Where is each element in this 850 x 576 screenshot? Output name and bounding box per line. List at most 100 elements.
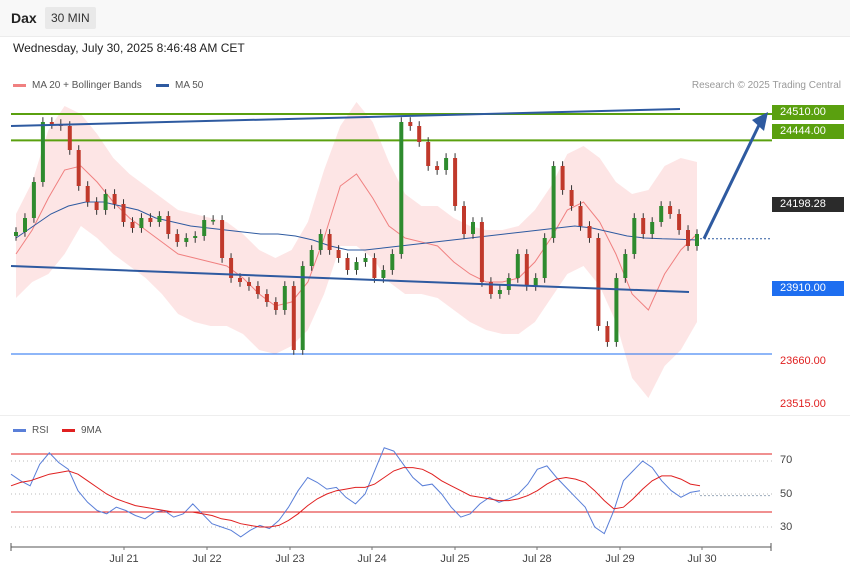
candle-body [193,236,198,238]
candle-body [148,218,153,222]
level-r1-label: 24444.00 [772,124,844,139]
legend-rsi: RSI [13,425,49,436]
candle-body [551,166,556,238]
candle-body [103,194,108,210]
candle-body [497,290,502,294]
candle-body [677,214,682,230]
upper-trendline [10,108,681,127]
level-r2-label: 24510.00 [772,105,844,120]
candle-body [121,204,126,222]
candle-body [157,216,162,222]
candle-body [318,234,323,250]
lower-trendline [10,265,690,293]
candle-body [175,234,180,242]
legend-rsi-ma: 9MA [62,425,102,436]
ma20-line [15,165,698,311]
timestamp: Wednesday, July 30, 2025 8:46:48 AM CET [13,41,245,55]
level-s2-label: 23515.00 [780,398,826,410]
ma50-line [15,201,698,251]
candle-body [166,216,171,234]
top-bar: Dax 30 MIN [0,0,850,37]
candle-body [247,282,251,286]
candle-body [605,326,610,342]
rsi-ma-legend-label: 9MA [81,425,102,436]
candle-body [282,286,287,310]
candle-body [560,166,565,190]
rsi-tick-30: 30 [780,521,793,533]
last-price-label: 24198.28 [772,197,844,212]
candle-body [229,258,234,278]
candle-body [632,218,637,254]
rsi-swatch [13,429,26,432]
candle-body [417,126,422,142]
rsi-line [10,447,701,538]
candle-body [238,278,242,282]
candle-body [300,266,305,350]
rsi-ma-swatch [62,429,75,432]
candle-body [291,286,296,350]
candle-body [426,142,431,166]
x-tick-label: Jul 23 [275,553,305,565]
candle-body [399,122,404,254]
bb-swatch [13,84,26,87]
x-tick-label: Jul 24 [357,553,387,565]
candle-body [488,282,493,294]
candle-body [94,202,99,210]
legend-ma50: MA 50 [156,80,203,91]
candle-body [363,258,368,262]
instrument-name: Dax [11,10,37,26]
rsi-tick-50: 50 [780,488,793,500]
candle-body [533,278,538,286]
candle-body [542,238,547,278]
candle-body [372,258,377,278]
candle-body [578,206,583,226]
candle-body [668,206,673,214]
candle-body [695,234,699,246]
candle-body [49,122,54,124]
candle-body [23,218,27,232]
timeframe-badge[interactable]: 30 MIN [45,7,96,29]
candle-body [524,254,529,286]
candle-body [354,262,359,270]
x-tick-label: Jul 29 [605,553,635,565]
candle-body [112,194,117,204]
candle-body [14,232,18,236]
x-tick-label: Jul 30 [687,553,717,565]
candle-body [444,158,449,170]
credit: Research © 2025 Trading Central [691,80,841,91]
x-tick-label: Jul 25 [440,553,470,565]
legend-bollinger: MA 20 + Bollinger Bands [13,80,142,91]
candle-body [220,220,225,258]
bb-legend-label: MA 20 + Bollinger Bands [32,80,142,91]
candle-body [76,150,81,186]
candle-body [479,222,484,282]
candle-body [435,166,440,170]
ma50-swatch [156,84,169,87]
candle-body [390,254,395,270]
candle-body [471,222,475,234]
level-pivot-label: 23910.00 [772,281,844,296]
projection-arrowhead [752,112,768,131]
bollinger-band-fill [16,102,697,398]
x-tick-label: Jul 22 [192,553,222,565]
candle-body [202,220,207,236]
rsi-legend-label: RSI [32,425,49,436]
candle-body [515,254,520,278]
candle-body [381,270,386,278]
candle-body [596,238,601,326]
candle-body [641,218,646,234]
candle-body [408,122,413,126]
candle-body [139,218,144,228]
ma50-legend-label: MA 50 [175,80,204,91]
candle-body [273,302,278,310]
candle-body [453,158,458,206]
candle-body [327,234,332,250]
candle-body [569,190,574,206]
candle-body [623,254,628,278]
candle-body [130,222,135,228]
candle-body [506,278,511,290]
panel-divider [0,415,850,416]
candle-body [264,294,269,302]
candle-body [211,220,216,222]
level-s1-label: 23660.00 [780,355,826,367]
